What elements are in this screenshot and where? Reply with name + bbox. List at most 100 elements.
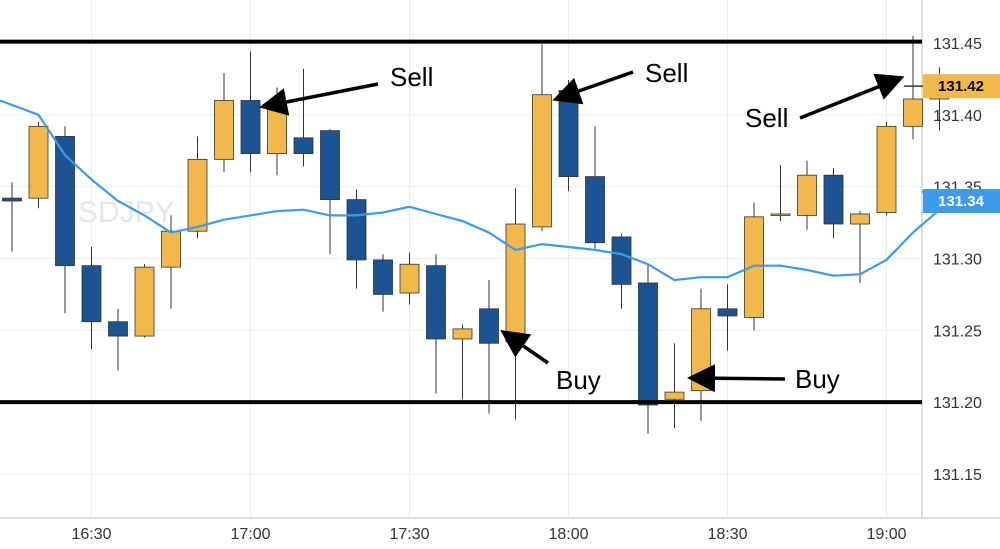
candle-body <box>293 137 314 155</box>
candle-up <box>744 202 764 331</box>
annotation-label: Sell <box>745 103 788 133</box>
candle-body <box>903 98 923 127</box>
candle-body <box>797 174 817 216</box>
annotation-buy: Buy <box>687 364 840 394</box>
candle-body <box>426 265 446 340</box>
time-tick-label: 19:00 <box>866 526 906 543</box>
candle-down <box>240 51 261 173</box>
candle-up <box>770 165 791 222</box>
candle-body <box>214 100 234 160</box>
price-tick-label: 131.25 <box>933 323 982 340</box>
candle-up <box>452 324 473 400</box>
candle-body <box>28 125 49 199</box>
annotation-arrow <box>552 70 634 105</box>
moving-average-line <box>0 99 942 282</box>
candle-body <box>161 230 181 268</box>
candle-up <box>797 160 817 230</box>
candle-body <box>373 259 393 295</box>
candle-down <box>55 126 75 314</box>
candle-down <box>81 247 102 350</box>
candle-up <box>532 44 552 232</box>
annotation-label: Buy <box>795 364 840 394</box>
candle-up <box>399 252 420 305</box>
price-badge-label: 131.42 <box>938 78 984 95</box>
candle-body <box>585 176 605 244</box>
candle-body <box>505 223 526 343</box>
candle-down <box>823 167 844 239</box>
candle-down <box>373 254 393 312</box>
candle-body <box>452 328 473 340</box>
annotation-arrow <box>259 82 379 116</box>
candle-up <box>850 211 870 283</box>
symbol-watermark: SDJPY <box>78 196 175 229</box>
price-badge <box>923 74 1000 99</box>
candle-body <box>532 94 552 228</box>
price-levels <box>0 39 922 405</box>
candle-down <box>479 280 499 414</box>
price-tick-label: 131.15 <box>933 467 982 484</box>
candle-body <box>240 100 261 155</box>
price-badge-label: 131.34 <box>938 193 985 210</box>
candle-body <box>850 213 870 225</box>
annotation-sell: Sell <box>552 58 688 105</box>
price-badge <box>923 189 1000 214</box>
candle-down <box>293 68 314 167</box>
annotations: Sell Sell Sell Buy Buy <box>259 58 905 395</box>
annotation-label: Sell <box>390 62 433 92</box>
time-tick-label: 16:30 <box>71 526 111 543</box>
candle-body <box>638 282 658 406</box>
price-tick-label: 131.30 <box>933 252 982 269</box>
candle-down <box>585 126 605 249</box>
candle-body <box>479 308 499 344</box>
candle-up <box>161 215 181 309</box>
candle-body <box>81 265 102 323</box>
candle-body <box>611 236 632 285</box>
candle-down <box>717 284 738 351</box>
candle-body <box>399 263 420 294</box>
time-tick-label: 17:30 <box>389 526 429 543</box>
candle-up <box>505 188 526 420</box>
candle-body <box>823 174 844 225</box>
annotation-arrow <box>500 330 549 365</box>
candle-body <box>558 90 579 178</box>
price-badges: 131.42 131.34 <box>904 74 1000 214</box>
annotation-arrow <box>687 364 786 393</box>
annotation-arrow <box>799 73 905 120</box>
candle-body <box>55 135 75 267</box>
candle-down <box>2 182 22 252</box>
candle-body <box>187 158 208 232</box>
candle-down <box>320 129 340 255</box>
candle-body <box>320 130 340 200</box>
candle-up <box>876 122 897 216</box>
candle-body <box>770 213 791 216</box>
candle-body <box>664 391 685 400</box>
candle-up <box>187 136 208 239</box>
candle-down <box>108 308 128 371</box>
candle-up <box>134 264 155 338</box>
candle-body <box>108 321 128 337</box>
candle-body <box>134 266 155 337</box>
annotation-label: Buy <box>556 365 601 395</box>
time-tick-label: 18:00 <box>548 526 588 543</box>
annotation-label: Sell <box>645 58 688 88</box>
candle-body <box>2 197 22 202</box>
price-tick-label: 131.45 <box>933 36 982 53</box>
candle-up <box>903 35 923 140</box>
candle-body <box>346 199 367 261</box>
candle-body <box>876 125 897 213</box>
time-tick-label: 18:30 <box>707 526 747 543</box>
candle-body <box>717 308 738 317</box>
price-tick-label: 131.40 <box>933 108 982 125</box>
candles <box>2 35 950 434</box>
candle-down <box>638 264 658 434</box>
annotation-buy: Buy <box>500 330 601 395</box>
candle-body <box>267 108 287 155</box>
candle-up <box>28 122 49 209</box>
time-axis-labels: 16:30 17:00 17:30 18:00 18:30 19:00 <box>71 526 906 543</box>
candle-down <box>611 234 632 309</box>
time-tick-label: 17:00 <box>230 526 270 543</box>
candle-up <box>214 73 234 173</box>
candle-up <box>664 343 685 429</box>
